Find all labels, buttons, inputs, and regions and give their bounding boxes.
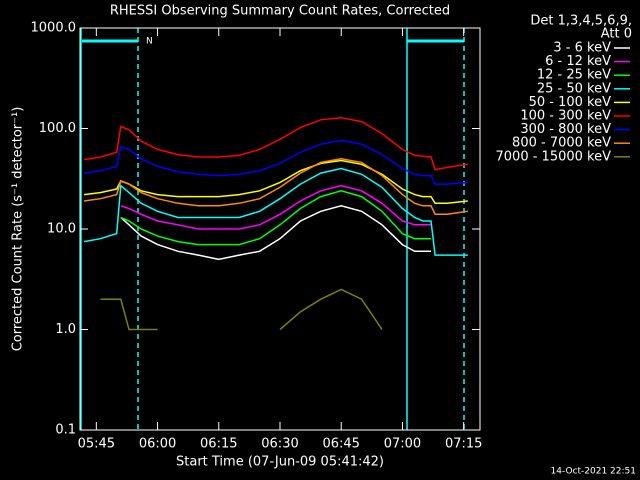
legend-label: 25 - 50 keV <box>537 81 611 96</box>
x-tick-label: 06:30 <box>261 437 298 452</box>
x-tick-label: 06:15 <box>200 437 237 452</box>
x-axis-label: Start Time (07-Jun-09 05:41:42) <box>176 455 384 470</box>
legend-label: 800 - 7000 keV <box>512 136 611 151</box>
annotation: Att 0 <box>601 27 632 42</box>
y-tick-label: 0.1 <box>55 423 76 438</box>
x-tick-label: 07:00 <box>384 437 421 452</box>
annotation: N <box>146 37 153 47</box>
legend-label: 7000 - 15000 keV <box>496 149 612 164</box>
legend-label: 12 - 25 keV <box>537 68 611 83</box>
x-tick-label: 05:45 <box>78 437 115 452</box>
series-line <box>100 288 383 331</box>
series-line <box>83 116 468 171</box>
series-line <box>120 184 431 230</box>
chart-title: RHESSI Observing Summary Count Rates, Co… <box>110 4 450 19</box>
y-tick-label: 1.0 <box>55 322 76 337</box>
series-line <box>84 159 468 205</box>
legend-label: 50 - 100 keV <box>529 95 612 110</box>
series-line <box>120 205 431 261</box>
legend-label: 100 - 300 keV <box>520 109 611 124</box>
series-line <box>83 139 468 185</box>
legend-label: 6 - 12 keV <box>545 54 611 69</box>
y-tick-label: 1000.0 <box>31 21 77 36</box>
footer: 14-Oct-2021 22:51 <box>551 467 636 477</box>
series-line <box>83 158 468 216</box>
x-tick-label: 06:45 <box>322 437 359 452</box>
legend-label: 3 - 6 keV <box>553 41 611 56</box>
legend-label: 300 - 800 keV <box>520 122 611 137</box>
y-axis-label: Corrected Count Rate (s⁻¹ detector⁻¹) <box>11 107 26 352</box>
annotation: Det 1,3,4,5,6,9, <box>530 14 632 29</box>
y-tick-label: 100.0 <box>39 121 76 136</box>
x-tick-label: 07:15 <box>445 437 482 452</box>
series-line <box>120 190 431 246</box>
y-tick-label: 10.0 <box>47 222 76 237</box>
night-markers <box>80 28 465 430</box>
series-line <box>83 167 468 256</box>
x-tick-label: 06:00 <box>139 437 176 452</box>
